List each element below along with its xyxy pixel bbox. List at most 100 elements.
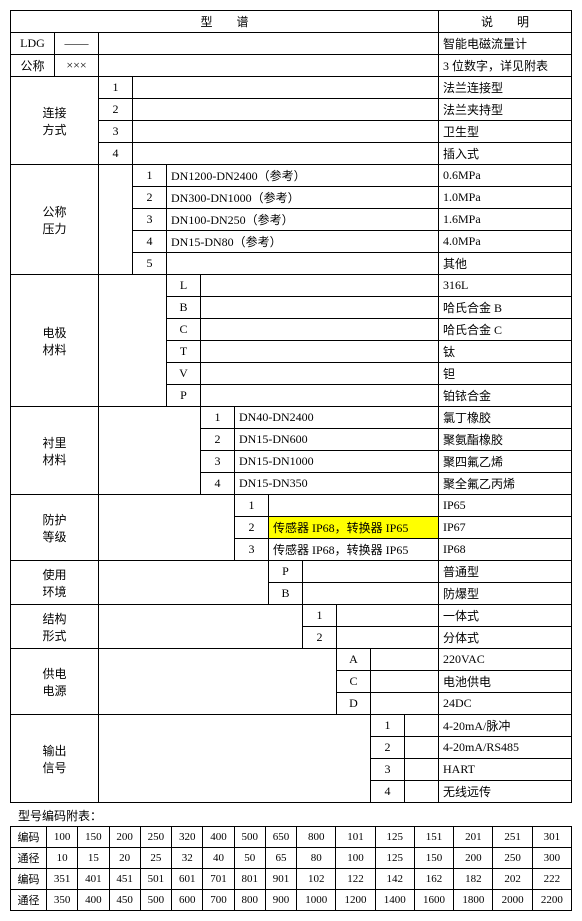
lining-code: 3 [201, 451, 235, 473]
appendix-cell: 900 [265, 890, 296, 911]
appendix-cell: 901 [265, 869, 296, 890]
appendix-cell: 122 [336, 869, 375, 890]
appendix-row-label: 编码 [11, 827, 47, 848]
output-desc: HART [439, 759, 572, 781]
prot-code: 2 [235, 517, 269, 539]
appendix-cell: 401 [78, 869, 109, 890]
appendix-cell: 32 [172, 848, 203, 869]
appendix-cell: 500 [140, 890, 171, 911]
conn-desc: 法兰夹持型 [439, 99, 572, 121]
appendix-cell: 650 [265, 827, 296, 848]
power-code: D [337, 693, 371, 715]
appendix-cell: 501 [140, 869, 171, 890]
appendix-cell: 125 [375, 848, 414, 869]
appendix-cell: 40 [203, 848, 234, 869]
elec-code: T [167, 341, 201, 363]
output-desc: 4-20mA/脉冲 [439, 715, 572, 737]
appendix-cell: 151 [414, 827, 453, 848]
prot-desc: IP67 [439, 517, 572, 539]
appendix-cell: 100 [47, 827, 78, 848]
lining-val: DN15-DN600 [235, 429, 439, 451]
prot-desc: IP65 [439, 495, 572, 517]
env-code: P [269, 561, 303, 583]
appendix-cell: 222 [532, 869, 571, 890]
appendix-cell: 300 [532, 848, 571, 869]
elec-code: C [167, 319, 201, 341]
env-desc: 防爆型 [439, 583, 572, 605]
conn-code: 1 [99, 77, 133, 99]
elec-label: 电极材料 [11, 275, 99, 407]
struct-desc: 一体式 [439, 605, 572, 627]
appendix-cell: 200 [454, 848, 493, 869]
appendix-cell: 162 [414, 869, 453, 890]
appendix-cell: 2200 [532, 890, 571, 911]
appendix-cell: 20 [109, 848, 140, 869]
press-desc: 0.6MPa [439, 165, 572, 187]
env-label: 使用环境 [11, 561, 99, 605]
press-desc: 其他 [439, 253, 572, 275]
conn-desc: 法兰连接型 [439, 77, 572, 99]
lining-desc: 聚全氟乙丙烯 [439, 473, 572, 495]
power-desc: 24DC [439, 693, 572, 715]
appendix-cell: 250 [140, 827, 171, 848]
power-code: C [337, 671, 371, 693]
appendix-label: 型号编码附表： [10, 803, 572, 826]
press-val [167, 253, 439, 275]
appendix-cell: 1000 [297, 890, 336, 911]
output-code: 1 [371, 715, 405, 737]
nominal-code: ××× [55, 55, 99, 77]
header-spectrum: 型 谱 [11, 11, 439, 33]
ldg-dash: —— [55, 33, 99, 55]
prot-desc: IP68 [439, 539, 572, 561]
appendix-cell: 65 [265, 848, 296, 869]
header-desc: 说 明 [439, 11, 572, 33]
appendix-cell: 450 [109, 890, 140, 911]
press-label: 公称压力 [11, 165, 99, 275]
appendix-cell: 1200 [336, 890, 375, 911]
appendix-cell: 125 [375, 827, 414, 848]
press-val: DN15-DN80（参考） [167, 231, 439, 253]
elec-code: V [167, 363, 201, 385]
prot-val-highlight: 传感器 IP68，转换器 IP65 [269, 517, 439, 539]
power-label: 供电电源 [11, 649, 99, 715]
lining-code: 2 [201, 429, 235, 451]
appendix-cell: 1600 [414, 890, 453, 911]
lining-desc: 氯丁橡胶 [439, 407, 572, 429]
lining-val: DN40-DN2400 [235, 407, 439, 429]
appendix-cell: 15 [78, 848, 109, 869]
appendix-cell: 150 [414, 848, 453, 869]
elec-desc: 哈氏合金 B [439, 297, 572, 319]
appendix-cell: 400 [78, 890, 109, 911]
prot-code: 3 [235, 539, 269, 561]
appendix-cell: 100 [336, 848, 375, 869]
output-code: 2 [371, 737, 405, 759]
appendix-cell: 202 [493, 869, 532, 890]
elec-desc: 钛 [439, 341, 572, 363]
appendix-cell: 80 [297, 848, 336, 869]
conn-code: 2 [99, 99, 133, 121]
appendix-table: 编码10015020025032040050065080010112515120… [10, 826, 572, 911]
env-code: B [269, 583, 303, 605]
power-desc: 电池供电 [439, 671, 572, 693]
appendix-cell: 701 [203, 869, 234, 890]
appendix-cell: 400 [203, 827, 234, 848]
conn-code: 3 [99, 121, 133, 143]
press-val: DN1200-DN2400（参考） [167, 165, 439, 187]
appendix-cell: 200 [109, 827, 140, 848]
lining-val: DN15-DN1000 [235, 451, 439, 473]
env-desc: 普通型 [439, 561, 572, 583]
lining-code: 1 [201, 407, 235, 429]
output-desc: 无线远传 [439, 781, 572, 803]
appendix-row-label: 编码 [11, 869, 47, 890]
output-label: 输出信号 [11, 715, 99, 803]
nominal-label: 公称 [11, 55, 55, 77]
appendix-cell: 301 [532, 827, 571, 848]
appendix-cell: 251 [493, 827, 532, 848]
elec-code: L [167, 275, 201, 297]
conn-label: 连接方式 [11, 77, 99, 165]
struct-code: 1 [303, 605, 337, 627]
prot-label: 防护等级 [11, 495, 99, 561]
appendix-cell: 50 [234, 848, 265, 869]
appendix-cell: 601 [172, 869, 203, 890]
appendix-cell: 800 [234, 890, 265, 911]
